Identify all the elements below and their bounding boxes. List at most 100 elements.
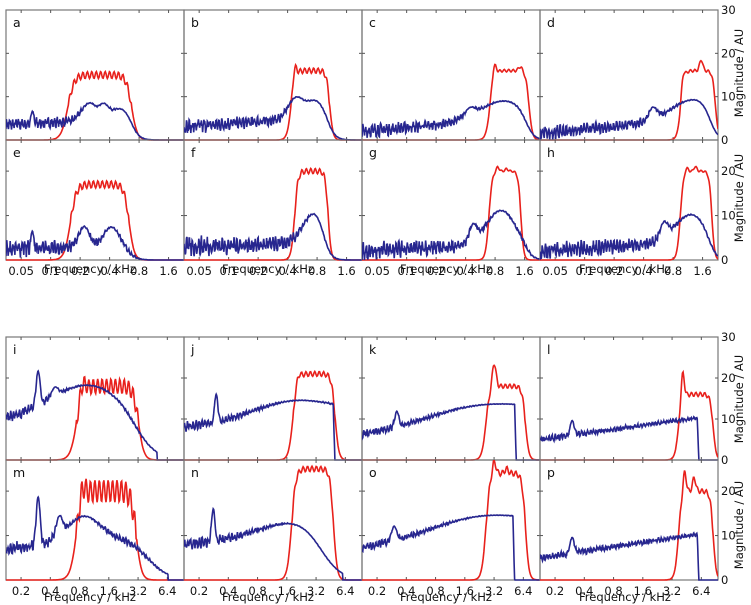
x-tick-label: 0.2 — [249, 264, 267, 278]
panel-k: k — [361, 336, 541, 461]
x-axis-label-top-col1: Frequency / kHz — [222, 262, 314, 276]
blue-series-line — [6, 225, 184, 261]
x-tick-label: 0.4 — [41, 584, 59, 598]
x-tick-label: 0.4 — [634, 264, 652, 278]
panel-letter-m: m — [13, 465, 25, 480]
y-tick-label: 20 — [721, 46, 736, 60]
panel-letter-j: j — [190, 342, 194, 357]
x-tick-label: 0.2 — [605, 264, 623, 278]
panel-letter-o: o — [369, 465, 377, 480]
x-axis-label-bottom-col3: Frequency / kHz — [579, 590, 671, 604]
x-tick-label: 0.05 — [542, 264, 568, 278]
x-tick-label: 1.6 — [278, 584, 296, 598]
x-tick-label: 0.1 — [220, 264, 238, 278]
blue-series-line — [184, 506, 362, 581]
x-tick-label: 0.05 — [364, 264, 390, 278]
red-series-line — [6, 375, 184, 461]
x-tick-label: 0.8 — [604, 584, 622, 598]
panel-letter-g: g — [369, 145, 377, 160]
red-series-line — [6, 179, 184, 261]
y-axis-label-row3: Magnitude / AU — [732, 481, 746, 569]
panel-b: b — [183, 9, 363, 141]
panel-letter-a: a — [13, 15, 21, 30]
x-tick-label: 0.8 — [486, 264, 504, 278]
blue-series-line — [184, 212, 362, 261]
panel-l: l 0 10 20 30 — [539, 330, 736, 467]
panel-frame — [539, 9, 719, 141]
x-tick-label: 0.4 — [456, 264, 474, 278]
blue-series-line — [540, 531, 718, 581]
x-tick-label: 0.2 — [546, 584, 564, 598]
y-tick-label: 20 — [721, 484, 736, 498]
x-tick-label: 0.8 — [664, 264, 682, 278]
x-tick-label: 0.8 — [70, 584, 88, 598]
y-tick-label: 20 — [721, 164, 736, 178]
x-axis-label-bottom-col1: Frequency / kHz — [222, 590, 314, 604]
panel-frame — [183, 336, 363, 461]
blue-series-line — [184, 392, 362, 461]
panel-c: c — [361, 9, 541, 141]
x-tick-label: 0.1 — [398, 264, 416, 278]
y-tick-label: 0 — [721, 133, 728, 147]
x-tick-label: 0.2 — [71, 264, 89, 278]
panel-letter-d: d — [547, 15, 555, 30]
panel-j: j — [183, 336, 363, 461]
x-tick-label: 6.4 — [692, 584, 710, 598]
x-tick-label: 0.05 — [8, 264, 34, 278]
x-tick-label: 1.6 — [693, 264, 711, 278]
y-axis-label-row1: Magnitude / AU — [732, 154, 746, 242]
red-series-line — [540, 470, 718, 581]
blue-series-line — [362, 402, 540, 461]
x-tick-label: 0.4 — [219, 584, 237, 598]
panel-letter-e: e — [13, 145, 21, 160]
x-tick-label: 6.4 — [336, 584, 354, 598]
y-tick-label: 30 — [721, 3, 736, 17]
x-axis-label-top-col3: Frequency / kHz — [579, 262, 671, 276]
blue-series-line — [362, 514, 540, 581]
panel-letter-p: p — [547, 465, 555, 480]
y-tick-label: 10 — [721, 412, 736, 426]
blue-series-line — [362, 209, 540, 261]
panel-e: e 0.05 0.1 0.2 0.4 0.8 1.6 — [5, 139, 185, 278]
panel-letter-i: i — [13, 342, 16, 357]
panel-frame — [361, 336, 541, 461]
x-tick-label: 0.2 — [12, 584, 30, 598]
x-tick-label: 3.2 — [663, 584, 681, 598]
red-series-line — [362, 460, 540, 581]
x-tick-label: 0.05 — [186, 264, 212, 278]
x-tick-label: 0.2 — [190, 584, 208, 598]
red-series-line — [362, 165, 540, 261]
x-tick-label: 0.8 — [248, 584, 266, 598]
x-tick-label: 1.6 — [634, 584, 652, 598]
panel-letter-n: n — [191, 465, 199, 480]
x-tick-label: 0.1 — [576, 264, 594, 278]
blue-series-line — [6, 101, 184, 141]
y-tick-label: 10 — [721, 529, 736, 543]
panel-h: h 0.05 0.1 0.2 0.4 0.8 1.6 0 10 20 — [539, 139, 736, 278]
panel-o: o 0.2 0.4 0.8 1.6 3.2 6.4 — [361, 459, 541, 598]
red-series-line — [540, 165, 718, 261]
panel-frame — [539, 459, 719, 581]
y-tick-label: 0 — [721, 253, 728, 267]
red-series-line — [540, 369, 718, 461]
panel-f: f 0.05 0.1 0.2 0.4 0.8 1.6 — [183, 139, 363, 278]
blue-series-line — [6, 369, 184, 461]
panel-letter-k: k — [369, 342, 377, 357]
panel-p: p 0.2 0.4 0.8 1.6 3.2 6.4 0 10 20 — [539, 459, 736, 598]
x-tick-label: 6.4 — [158, 584, 176, 598]
panel-i: i — [5, 336, 185, 461]
y-tick-label: 10 — [721, 90, 736, 104]
x-axis-label-bottom-col2: Frequency / kHz — [400, 590, 492, 604]
panels-layer: a b c d 0 10 20 30 e 0.05 0.1 0.2 0.4 0.8 1.6 f 0.05 0.1 0… — [5, 3, 736, 598]
panel-g: g 0.05 0.1 0.2 0.4 0.8 1.6 — [361, 139, 541, 278]
panel-frame — [5, 336, 185, 461]
panel-a: a — [5, 9, 185, 141]
y-axis-label-row0: Magnitude / AU — [732, 29, 746, 117]
x-tick-label: 0.2 — [427, 264, 445, 278]
panel-frame — [539, 336, 719, 461]
y-tick-label: 0 — [721, 573, 728, 587]
x-tick-label: 1.6 — [515, 264, 533, 278]
blue-series-line — [184, 95, 362, 141]
panel-n: n 0.2 0.4 0.8 1.6 3.2 6.4 — [183, 459, 363, 598]
